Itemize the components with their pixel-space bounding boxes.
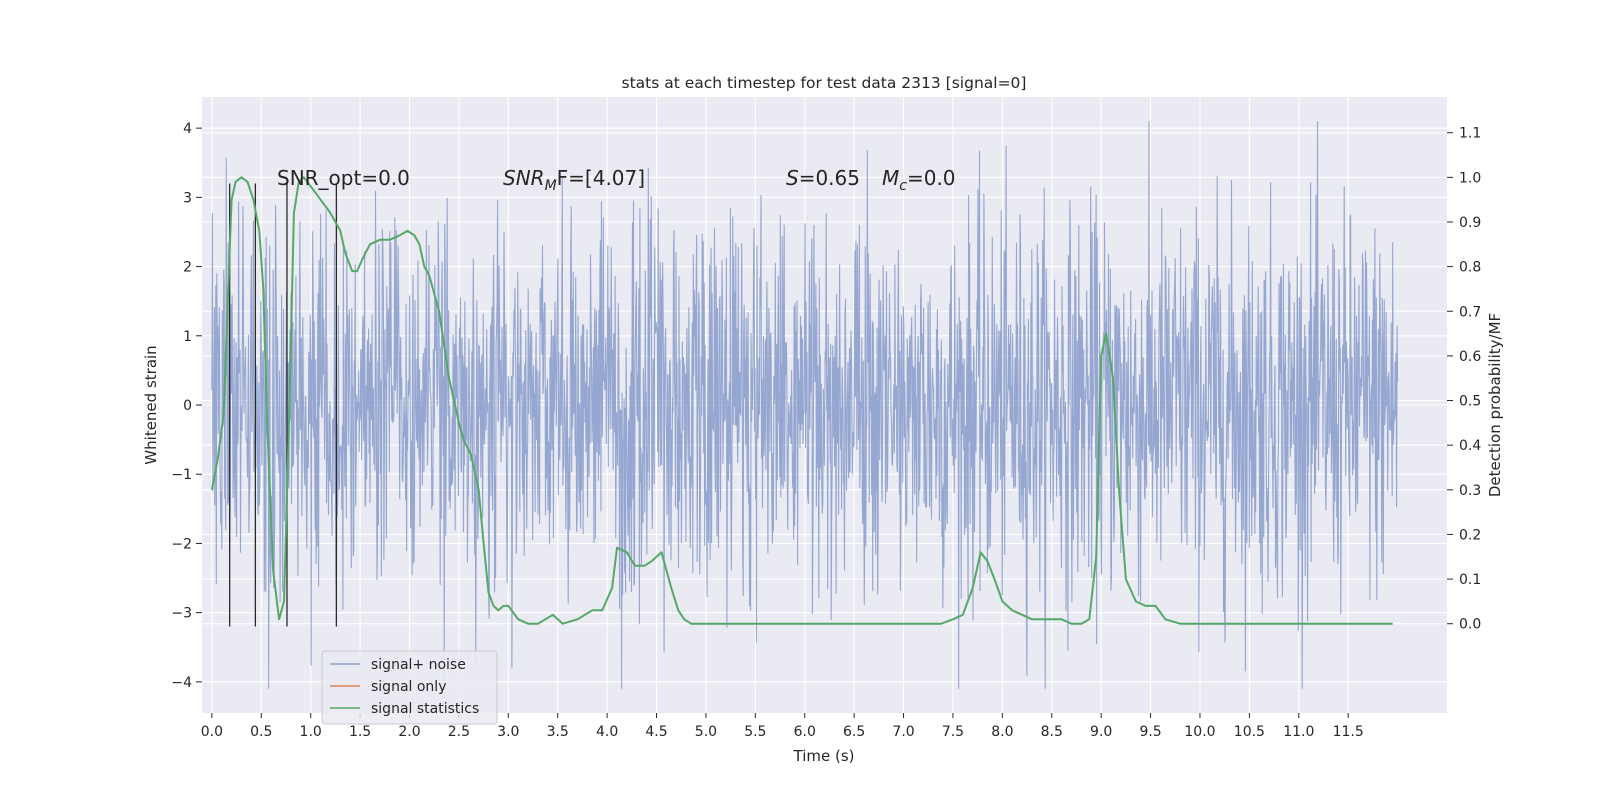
s-mc-annotation: S=0.65 Mc=0.0 xyxy=(786,166,956,194)
left-y-axis-ticks: −4 −3 −2 −1 0 1 2 3 4 xyxy=(171,121,202,691)
legend-statistics-label: signal statistics xyxy=(371,701,479,717)
x-tick-label: 3.0 xyxy=(497,724,519,740)
snr-mf-prefix: SNR xyxy=(503,166,545,190)
x-tick-label: 11.0 xyxy=(1283,724,1314,740)
y-right-tick-label: 0.2 xyxy=(1459,527,1481,543)
x-tick-label: 6.0 xyxy=(794,724,816,740)
x-tick-label: 9.5 xyxy=(1139,724,1161,740)
y-left-tick-label: 2 xyxy=(183,260,192,276)
y-right-tick-label: 0.9 xyxy=(1459,215,1481,231)
legend: signal+ noise signal only signal statist… xyxy=(321,650,498,725)
legend-noise-label: signal+ noise xyxy=(371,657,466,673)
y-right-tick-label: 0.8 xyxy=(1459,260,1481,276)
y-left-tick-label: 1 xyxy=(183,329,192,345)
y-right-tick-label: 0.6 xyxy=(1459,349,1481,365)
y-left-tick-label: 0 xyxy=(183,398,192,414)
x-tick-label: 10.0 xyxy=(1184,724,1215,740)
y-right-tick-label: 1.1 xyxy=(1459,126,1481,142)
y-left-tick-label: −2 xyxy=(171,536,192,552)
x-tick-label: 4.0 xyxy=(596,724,618,740)
y-right-tick-label: 0.1 xyxy=(1459,572,1481,588)
x-tick-label: 1.5 xyxy=(349,724,371,740)
noise-series-line xyxy=(211,121,1399,689)
x-tick-label: 11.5 xyxy=(1333,724,1364,740)
x-tick-label: 7.0 xyxy=(892,724,914,740)
statistics-series-line xyxy=(210,176,1393,625)
mc-subscript: c xyxy=(899,178,907,194)
chart-title: stats at each timestep for test data 231… xyxy=(622,74,1027,92)
mc-label: M xyxy=(882,166,899,190)
x-tick-label: 2.5 xyxy=(448,724,470,740)
y-left-tick-label: 3 xyxy=(183,190,192,206)
legend-box xyxy=(321,650,498,725)
y-left-tick-label: −4 xyxy=(171,675,192,691)
y-right-tick-label: 0.4 xyxy=(1459,438,1481,454)
x-tick-label: 3.5 xyxy=(547,724,569,740)
x-tick-label: 7.5 xyxy=(942,724,964,740)
right-y-axis-title: Detection probability/MF xyxy=(1486,313,1504,497)
x-tick-label: 4.5 xyxy=(645,724,667,740)
mc-value: =0.0 xyxy=(907,166,956,190)
x-tick-label: 1.0 xyxy=(300,724,322,740)
y-left-tick-label: 4 xyxy=(183,121,192,137)
y-right-tick-label: 0.3 xyxy=(1459,483,1481,499)
x-tick-label: 9.0 xyxy=(1090,724,1112,740)
snr-opt-annotation: SNR_opt=0.0 xyxy=(277,166,410,190)
snr-mf-annotation: SNRMF=[4.07] xyxy=(503,166,645,194)
snr-mf-subscript: M xyxy=(545,178,557,194)
y-right-tick-label: 1.0 xyxy=(1459,170,1481,186)
y-right-tick-label: 0.0 xyxy=(1459,617,1481,633)
x-tick-label: 2.0 xyxy=(398,724,420,740)
statistics-series-layer xyxy=(210,176,1393,625)
s-value: =0.65 xyxy=(799,166,860,190)
x-tick-label: 5.0 xyxy=(695,724,717,740)
x-tick-label: 6.5 xyxy=(843,724,865,740)
y-left-tick-label: −3 xyxy=(171,606,192,622)
x-tick-label: 0.5 xyxy=(250,724,272,740)
x-tick-label: 10.5 xyxy=(1234,724,1265,740)
y-left-tick-label: −1 xyxy=(171,467,192,483)
noise-series-layer xyxy=(211,121,1399,689)
x-tick-label: 8.5 xyxy=(1041,724,1063,740)
s-label: S xyxy=(786,166,799,190)
legend-signal-only-label: signal only xyxy=(371,679,446,695)
right-y-axis-ticks: 0.0 0.1 0.2 0.3 0.4 0.5 0.6 0.7 0.8 0.9 1.0 1.1 xyxy=(1447,126,1481,633)
x-tick-label: 0.0 xyxy=(201,724,223,740)
y-right-tick-label: 0.7 xyxy=(1459,304,1481,320)
x-tick-label: 8.0 xyxy=(991,724,1013,740)
x-axis-ticks: 0.0 0.5 1.0 1.5 2.0 2.5 3.0 3.5 4.0 4.5 5.0 5.5 6.0 6… xyxy=(201,713,1364,740)
snr-mf-suffix: F=[4.07] xyxy=(557,166,645,190)
left-y-axis-title: Whitened strain xyxy=(142,345,160,464)
y-right-tick-label: 0.5 xyxy=(1459,394,1481,410)
x-axis-title: Time (s) xyxy=(793,747,855,765)
x-tick-label: 5.5 xyxy=(744,724,766,740)
